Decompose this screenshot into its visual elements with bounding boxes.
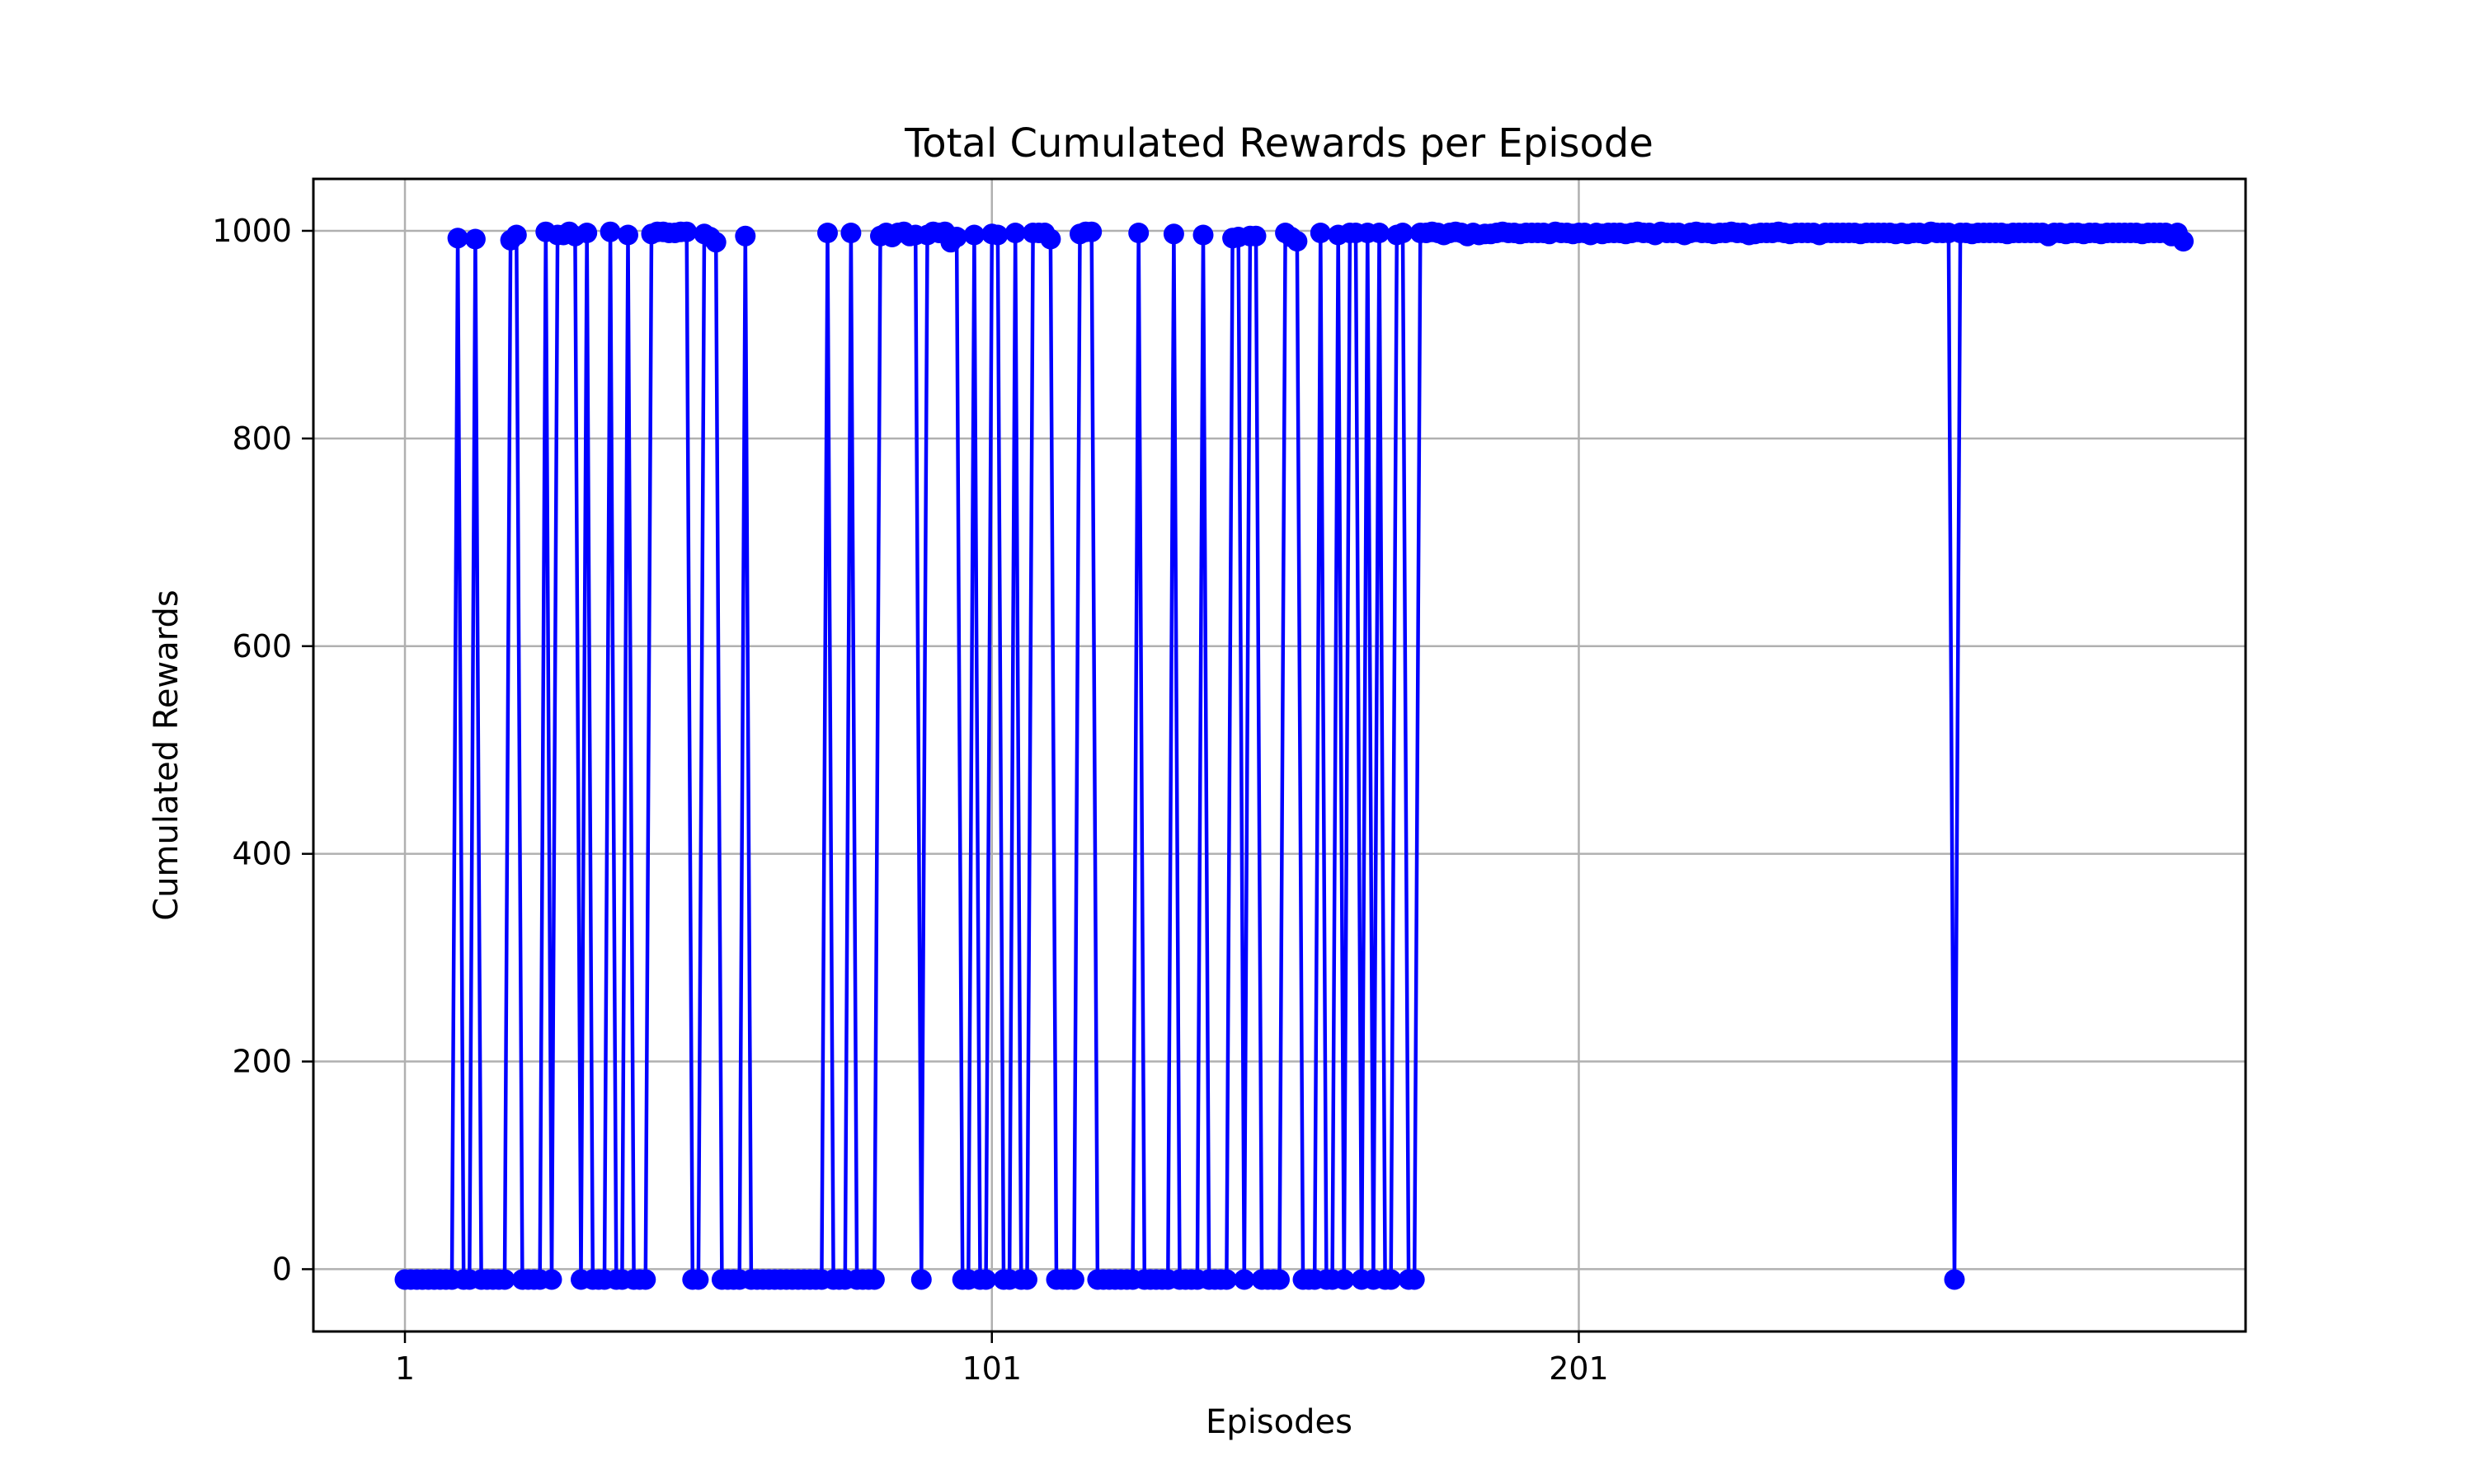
data-point [1040,228,1061,250]
chart-title: Total Cumulated Rewards per Episode [904,120,1653,167]
data-point [494,1269,515,1290]
axis-ticks: 1 101 201 0 200 400 600 800 1000 [212,213,1608,1387]
data-point [1392,223,1413,243]
data-point [1063,1269,1084,1290]
x-tick-label: 201 [1549,1350,1609,1387]
y-tick-label: 0 [272,1251,292,1287]
data-point [1333,1269,1355,1290]
data-point [1944,1269,1965,1290]
data-point [676,221,698,242]
x-tick-label: 1 [395,1350,415,1387]
data-point [976,1269,997,1290]
data-point [963,224,985,246]
series-rewards [394,221,2194,1290]
y-tick-label: 400 [232,836,292,872]
series-line [405,229,2185,1282]
data-point [1404,1269,1425,1290]
y-tick-label: 600 [232,628,292,665]
data-point [840,223,862,243]
data-point [576,223,598,243]
data-point [1163,223,1184,245]
data-point [1004,223,1026,243]
data-point [910,1269,932,1290]
y-tick-label: 1000 [212,213,292,249]
data-point [987,224,1009,246]
data-point [1369,223,1390,243]
data-point [1310,223,1331,243]
data-point [946,227,967,247]
data-point [688,1269,709,1290]
data-point [1192,224,1214,246]
data-point [863,1269,885,1290]
data-point [618,224,638,246]
data-point [1380,1269,1402,1290]
data-point [2173,231,2194,252]
data-point [735,225,756,247]
data-point [506,224,527,246]
data-point [705,232,727,253]
y-tick-label: 800 [232,420,292,457]
x-tick-label: 101 [962,1350,1022,1387]
y-tick-label: 200 [232,1044,292,1080]
data-point [817,223,838,243]
data-point [1128,223,1150,243]
y-axis-label: Cumulated Rewards [148,589,186,920]
data-point [1017,1269,1037,1290]
data-point [1269,1269,1290,1290]
data-point [447,228,468,249]
data-point [1234,1269,1255,1290]
data-point [1216,1269,1237,1290]
data-point [1245,225,1267,247]
data-point [464,228,486,250]
x-axis-label: Episodes [1206,1403,1352,1441]
data-point [541,1269,562,1290]
plot-frame [312,177,2247,1333]
data-point [600,221,621,242]
data-point [1081,221,1103,242]
data-point [635,1269,656,1290]
data-point [1286,231,1308,252]
